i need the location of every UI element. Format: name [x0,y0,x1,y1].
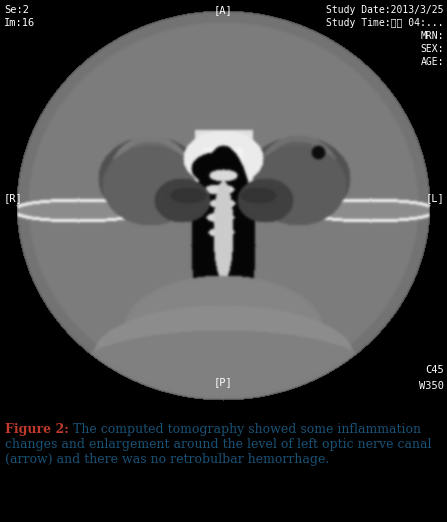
Text: [R]: [R] [4,193,23,203]
Text: C45: C45 [425,365,444,375]
Text: W350: W350 [419,381,444,391]
Text: AGE:: AGE: [421,57,444,67]
Text: [A]: [A] [214,5,233,15]
Text: Figure 2:: Figure 2: [5,423,73,436]
Text: MRN:: MRN: [421,31,444,41]
Text: (arrow) and there was no retrobulbar hemorrhage.: (arrow) and there was no retrobulbar hem… [5,453,329,466]
Text: Se:2: Se:2 [4,5,29,15]
Text: Im:16: Im:16 [4,18,35,28]
Text: [P]: [P] [214,377,233,387]
Text: The computed tomography showed some inflammation: The computed tomography showed some infl… [73,423,421,436]
Text: changes and enlargement around the level of left optic nerve canal: changes and enlargement around the level… [5,438,431,451]
Text: Study Time:下午 04:...: Study Time:下午 04:... [326,18,444,28]
Text: Study Date:2013/3/25: Study Date:2013/3/25 [326,5,444,15]
Text: SEX:: SEX: [421,44,444,54]
Text: [L]: [L] [425,193,444,203]
